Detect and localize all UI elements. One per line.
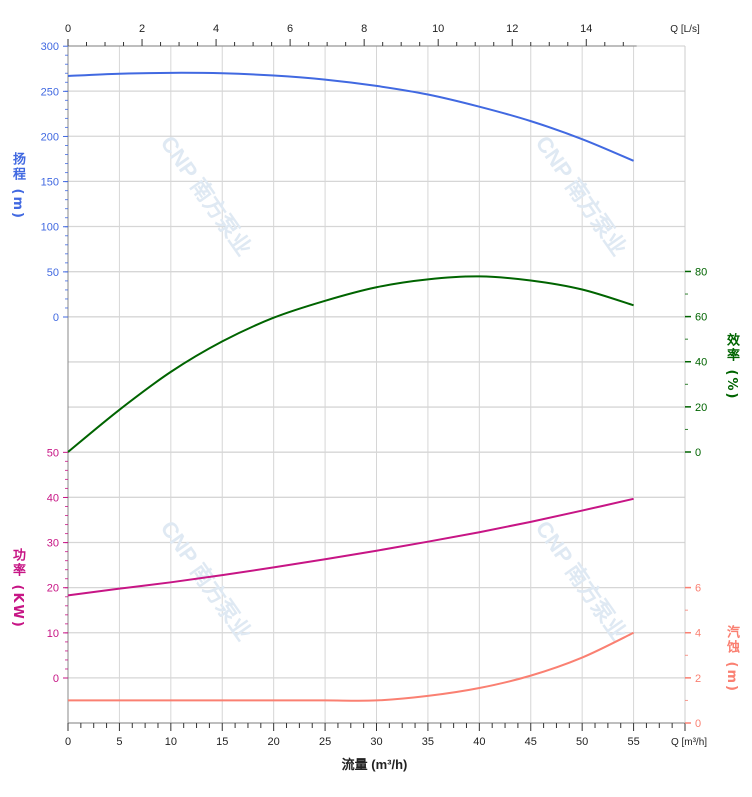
x-top-tick-label: 14: [580, 23, 592, 35]
x-top-tick-label: 8: [361, 23, 367, 35]
head-tick-label: 250: [41, 86, 59, 98]
efficiency-tick-label: 80: [695, 266, 707, 278]
efficiency-tick-label: 40: [695, 357, 707, 369]
watermark-logo: CNP 南方泵业: [531, 516, 632, 645]
efficiency-tick-label: 20: [695, 402, 707, 414]
x-tick-label: 50: [576, 736, 588, 748]
head-tick-label: 200: [41, 131, 59, 143]
head-tick-label: 50: [47, 267, 59, 279]
power-tick-label: 0: [53, 673, 59, 685]
efficiency-tick-label: 0: [695, 447, 701, 459]
x-axis-title: 流量 (m³/h): [342, 757, 408, 772]
npsh-axis-label: 汽蚀 (m): [724, 625, 739, 693]
x-top-tick-label: 0: [65, 23, 71, 35]
npsh-tick-label: 2: [695, 673, 701, 685]
x-tick-label: 10: [165, 736, 177, 748]
x-top-tick-label: 4: [213, 23, 219, 35]
head-tick-label: 0: [53, 312, 59, 324]
npsh-tick-label: 4: [695, 628, 701, 640]
x-tick-label: 25: [319, 736, 331, 748]
x-tick-label: 20: [268, 736, 280, 748]
head-curve: [67, 71, 634, 162]
power-axis-label: 功率 (KW): [10, 548, 25, 629]
power-curve: [67, 497, 634, 597]
x-tick-label: 0: [65, 736, 71, 748]
efficiency-tick-label: 60: [695, 312, 707, 324]
x-unit-label: Q [m³/h]: [671, 737, 707, 748]
head-tick-label: 100: [41, 222, 59, 234]
head-tick-label: 300: [41, 41, 59, 53]
head-axis-label: 扬程 (m): [10, 152, 25, 220]
x-tick-label: 55: [627, 736, 639, 748]
watermark-logo: CNP 南方泵业: [531, 131, 632, 260]
x-top-tick-label: 10: [432, 23, 444, 35]
x-top-unit-label: Q [L/s]: [670, 24, 700, 35]
x-top-tick-label: 12: [506, 23, 518, 35]
npsh-curve: [68, 631, 635, 702]
power-tick-label: 20: [47, 583, 59, 595]
power-tick-label: 30: [47, 538, 59, 550]
npsh-tick-label: 6: [695, 583, 701, 595]
x-tick-label: 40: [473, 736, 485, 748]
power-tick-label: 10: [47, 628, 59, 640]
x-top-tick-label: 2: [139, 23, 145, 35]
x-tick-label: 35: [422, 736, 434, 748]
x-tick-label: 30: [370, 736, 382, 748]
x-top-tick-label: 6: [287, 23, 293, 35]
x-tick-label: 15: [216, 736, 228, 748]
efficiency-curve: [67, 275, 634, 453]
head-tick-label: 150: [41, 177, 59, 189]
power-tick-label: 40: [47, 492, 59, 504]
efficiency-axis-label: 效率 (%): [724, 333, 739, 401]
x-tick-label: 5: [116, 736, 122, 748]
power-tick-label: 50: [47, 447, 59, 459]
npsh-tick-label: 0: [695, 718, 701, 730]
x-tick-label: 45: [525, 736, 537, 748]
